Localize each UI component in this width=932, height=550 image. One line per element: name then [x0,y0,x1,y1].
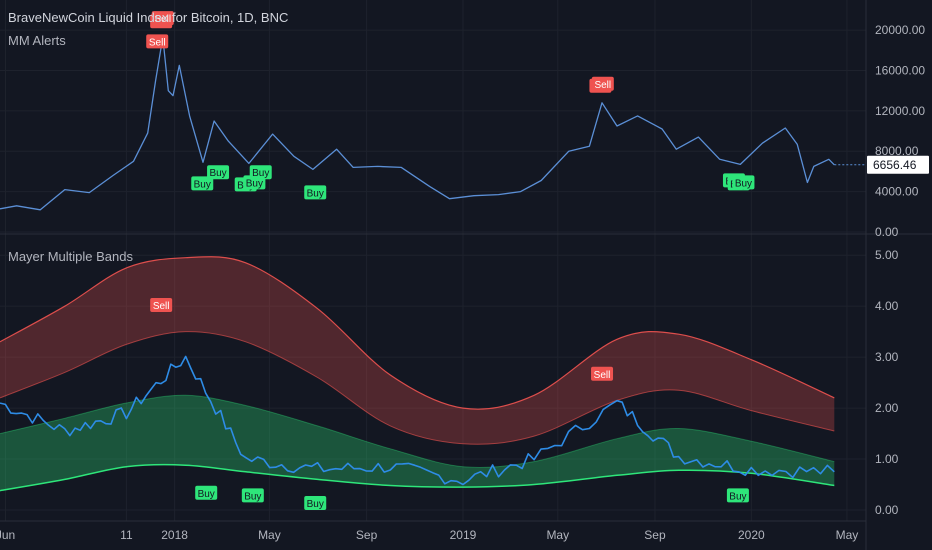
time-tick-0: Jun [0,528,15,542]
time-tick-9: May [836,528,859,542]
price-signal-13: Buy [732,175,755,190]
mayer-bands-pane[interactable] [0,256,835,492]
mayer-signal-badge [726,488,749,503]
price-signal-10: Sell [591,76,614,91]
indicator-label-mm-alerts[interactable]: MM Alerts [8,33,66,48]
grid-lines [0,0,866,521]
price-signal-4: Buy [207,165,230,180]
time-tick-2: 2018 [161,528,188,542]
time-tick-3: May [258,528,281,542]
price-signal-badge [249,165,272,180]
upper-price-tick-0: 20000.00 [875,23,925,37]
mayer-signal-label: Sell [153,301,170,312]
mayer-signal-3: Buy [304,495,327,510]
last-price-badge [867,155,929,174]
mayer-signal-1: Buy [195,485,218,500]
time-tick-5: 2019 [450,528,477,542]
mayer-signal-label: Buy [244,491,261,502]
price-signal-label: Sell [149,37,166,48]
mayer-signal-4: Sell [591,366,614,381]
price-signal-label: Buy [209,168,226,179]
time-tick-7: Sep [644,528,666,542]
lower-price-tick-2: 3.00 [875,350,899,364]
price-signal-badge [191,176,214,191]
upper-band-top-line [0,256,835,410]
lower-price-tick-3: 2.00 [875,401,899,415]
upper-price-tick-3: 8000.00 [875,144,919,158]
price-signal-label: Buy [194,179,211,190]
price-signal-label: Buy [735,178,752,189]
axes[interactable]: 20000.00 16000.00 12000.00 8000.00 4000.00 0.… [0,23,929,542]
lower-price-tick-1: 4.00 [875,299,899,313]
mayer-signal-0: Sell [150,297,173,312]
upper-price-tick-2: 12000.00 [875,104,925,118]
mayer-signal-badge [591,366,614,381]
mayer-signal-label: Buy [198,489,215,500]
price-signal-badge [732,175,755,190]
lower-price-tick-0: 5.00 [875,248,899,262]
price-signal-label: Buy [246,178,263,189]
price-signal-label: Sell [594,80,611,91]
price-signal-2: Sell [151,11,174,26]
lower-band-bottom-line [0,463,835,492]
mayer-signal-label: Buy [729,491,746,502]
price-signal-badge [304,185,327,200]
price-signal-7: Buy [249,165,272,180]
mayer-signal-2: Buy [241,488,264,503]
upper-price-tick-4: 4000.00 [875,185,919,199]
price-signal-badge [207,165,230,180]
mayer-signal-badge [241,488,264,503]
price-signal-label: Sell [154,14,171,25]
price-signal-label: Buy [307,188,324,199]
price-signal-3: Buy [191,176,214,191]
price-signal-label: Buy [252,168,269,179]
price-signal-badge [591,76,614,91]
lower-band-top-line [0,394,835,468]
indicator-label-mayer-bands[interactable]: Mayer Multiple Bands [8,249,133,264]
time-tick-1: 11 [120,528,133,542]
upper-price-tick-5: 0.00 [875,225,899,239]
upper-band-bottom-line [0,331,835,445]
mayer-multiple-line [0,355,835,486]
price-signal-8: Buy [304,185,327,200]
lower-price-tick-4: 1.00 [875,452,899,466]
mayer-signal-label: Buy [307,499,324,510]
price-signal-badge [151,11,174,26]
price-signal-0: Sell [146,34,169,49]
signal-markers: SellSellSellBuyBuyBuyBuyBuyBuySellSellBu… [146,11,755,510]
mayer-signal-badge [195,485,218,500]
lower-price-tick-5: 0.00 [875,503,899,517]
price-pane[interactable] [0,36,866,211]
price-signal-badge [146,34,169,49]
symbol-title[interactable]: BraveNewCoin Liquid Index for Bitcoin, 1… [8,10,289,25]
time-tick-6: May [546,528,569,542]
time-tick-8: 2020 [738,528,765,542]
last-price-label: 6656.46 [873,158,917,172]
time-tick-4: Sep [356,528,378,542]
mayer-signal-5: Buy [726,488,749,503]
btc-price-line [0,36,835,211]
upper-price-tick-1: 16000.00 [875,63,925,77]
mayer-signal-label: Sell [594,370,611,381]
mayer-signal-badge [304,495,327,510]
mayer-signal-badge [150,297,173,312]
